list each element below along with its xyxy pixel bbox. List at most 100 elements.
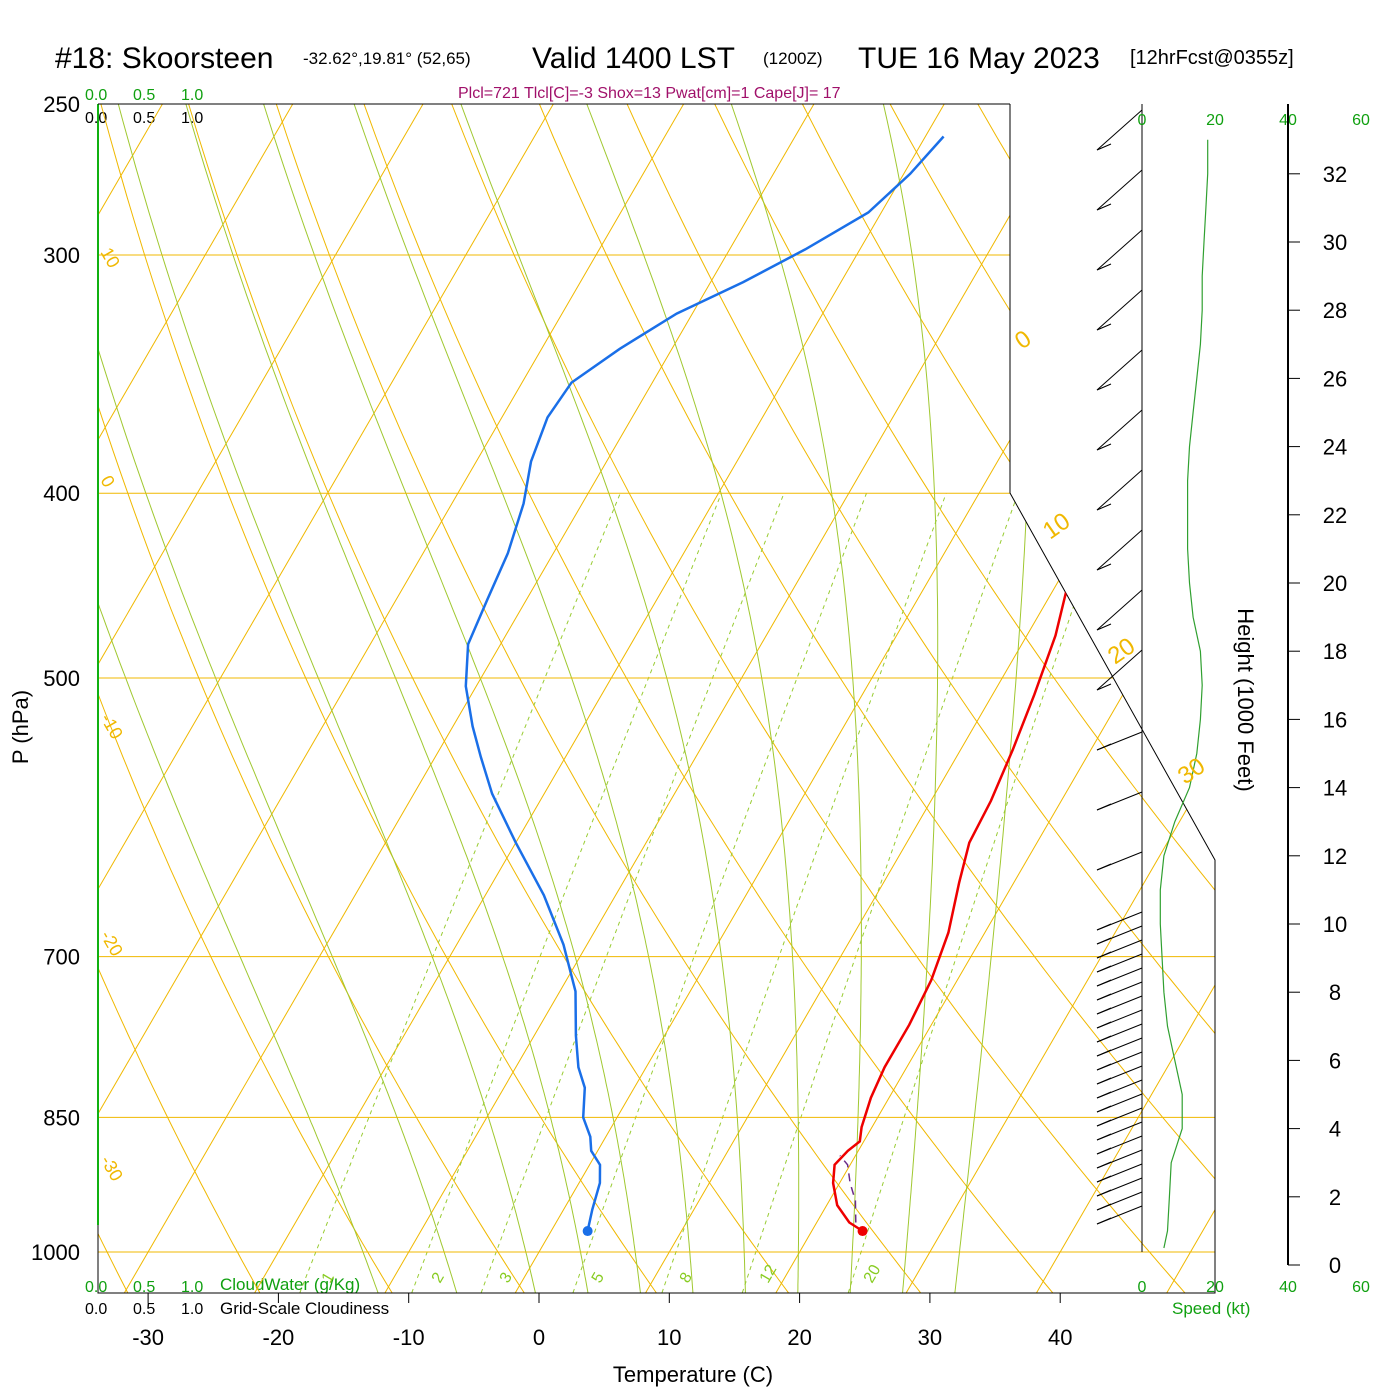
scale-bottom: 0.0 0.5 1.0 CloudWater (g/Kg) 0.0 0.5 1.… [85,1275,389,1318]
y-tick-label: 300 [43,243,80,268]
isotherm-label: 0 [97,472,119,491]
wind-barb [1096,589,1143,631]
sounding-params: Plcl=721 Tlcl[C]=-3 Shox=13 Pwat[cm]=1 C… [458,85,841,102]
wind-barb-feather [1096,993,1112,1001]
surface_temperature-dot [857,1226,868,1237]
isotherm-label: 0 [1010,325,1036,355]
scale-bottom-green-0: 0.0 [85,1279,107,1296]
wind-barb-feather [1096,965,1112,973]
height-tick-label: 10 [1323,912,1347,937]
scale-bottom-black-0: 0.0 [85,1301,107,1318]
header: #18: Skoorsteen -32.62°,19.81° (52,65) V… [55,42,1294,102]
dry-adiabat-line [1392,70,1400,1300]
speed-tick-top: 0 [1138,112,1147,129]
x-tick-label: 0 [533,1325,545,1350]
moist-adiabat-line [448,104,747,1293]
dry-adiabat-line [611,104,1215,1293]
scale-bottom-black-2: 1.0 [181,1301,203,1318]
dry-adiabat-line [98,104,530,1293]
wind-barb-feather [1096,923,1112,931]
y-tick-label: 500 [43,666,80,691]
isotherm-line [98,104,685,1293]
wind-barb [1096,169,1143,211]
isotherm-label: 10 [1038,507,1075,544]
mixing-ratio-label: 5 [589,1270,608,1286]
isotherm-line [98,104,424,1293]
x-tick-label: -10 [393,1325,425,1350]
isotherm-line [514,104,1206,1293]
date: TUE 16 May 2023 [858,42,1100,75]
speed-tick-top: 20 [1206,112,1224,129]
wind-barb-feather [1096,1007,1112,1015]
mixing-ratio-label: 2 [429,1270,448,1286]
wind-barb-feather [1096,1175,1112,1183]
scale-top: 0.0 0.5 1.0 0.0 0.5 1.0 [85,87,203,127]
cloudwater-label: CloudWater (g/Kg) [220,1275,360,1294]
wind-barb-feather [1096,1119,1112,1127]
wind-barb-feather [1096,1189,1112,1197]
station-coords: -32.62°,19.81° (52,65) [303,49,471,68]
wind-panel: 0020204040606002468101214161820222426283… [1096,104,1370,1296]
mixing-ratio-line [408,493,722,1293]
height-tick-label: 16 [1323,707,1347,732]
x-tick-label: -30 [132,1325,164,1350]
wind-barb-feather [1096,1063,1112,1071]
height-tick-label: 14 [1323,776,1347,801]
height-tick-label: 8 [1329,980,1341,1005]
wind-barb-feather [1096,1133,1112,1141]
wind-barb-feather [1096,143,1112,151]
wind-barb-feather [1096,1021,1112,1029]
cloudiness-label: Grid-Scale Cloudiness [220,1299,389,1318]
y-tick-label: 1000 [31,1240,80,1265]
isotherm-label: 30 [1173,752,1210,789]
isotherm-line [1297,104,1400,1293]
scale-bottom-black-1: 0.5 [133,1301,155,1318]
x-tick-label: 10 [657,1325,681,1350]
wind-barb [1096,109,1143,151]
x-tick-label: 40 [1048,1325,1072,1350]
speed-axis-title: Speed (kt) [1172,1299,1250,1318]
plot-frame [97,104,1216,1294]
height-tick-label: 18 [1323,639,1347,664]
mixing-ratio-line [845,493,1113,1293]
dry-adiabat-line [698,104,1215,1293]
scale-top-green-0: 0.0 [85,87,107,104]
wind-barb-feather [1096,503,1112,511]
isotherm-line [384,104,1075,1293]
isotherm-label: -10 [97,710,127,743]
x-tick-label: 20 [787,1325,811,1350]
isotherm-label: 10 [97,244,124,271]
speed-tick-bottom: 60 [1352,1279,1370,1296]
thermo-background [98,70,1400,1300]
wind-barb-feather [1096,383,1112,391]
dry-adiabat-line [264,104,927,1293]
scale-top-black-2: 1.0 [181,110,203,127]
speed-tick-top: 60 [1352,112,1370,129]
dry-adiabat-line [98,104,662,1293]
wind-barb-feather [1096,979,1112,987]
y-tick-label: 250 [43,92,80,117]
isotherm-line [645,104,1215,1293]
wind-barb-feather [1096,1091,1112,1099]
wind-barb-feather [1096,203,1112,211]
y-tick-label: 850 [43,1105,80,1130]
wind-barb-feather [1096,1217,1112,1225]
moist-adiabat-line [573,104,800,1293]
dry-adiabat-line [784,104,1215,1293]
mixing-ratio-line [739,493,1019,1293]
height-tick-label: 0 [1329,1253,1341,1278]
wind-barb-feather [1096,1203,1112,1211]
forecast-info: [12hrFcst@0355z] [1130,47,1294,69]
parcel-line [839,1155,857,1223]
dewpoint-line [464,135,945,1232]
isotherm-line [905,104,1215,1293]
dry-adiabat-line [178,104,795,1293]
wind-barb [1096,289,1143,331]
y-tick-label: 700 [43,945,80,970]
dry-adiabat-line [98,104,397,1293]
isotherm-label: -30 [97,1152,127,1185]
speed-tick-bottom: 40 [1279,1279,1297,1296]
wind-barb-feather [1096,263,1112,271]
